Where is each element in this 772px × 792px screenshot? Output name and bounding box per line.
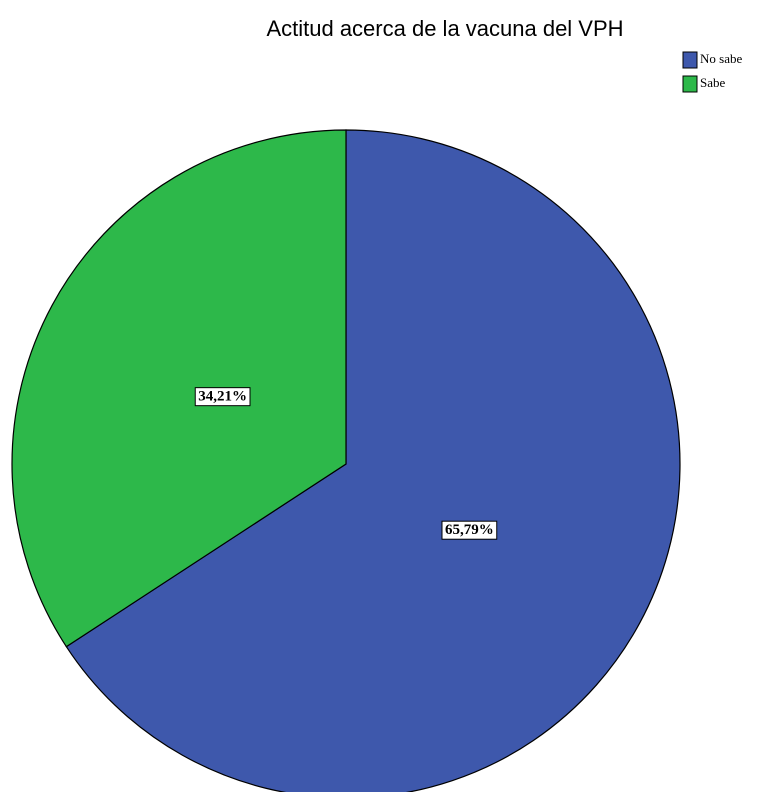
pie-slice xyxy=(11,129,347,648)
value-label-box xyxy=(194,387,251,407)
value-label-box xyxy=(441,520,498,540)
legend-label: No sabe xyxy=(700,51,742,66)
legend-swatch xyxy=(682,75,698,93)
value-label: 34,21% xyxy=(198,389,247,405)
legend-swatch xyxy=(682,51,698,69)
value-label: 65,79% xyxy=(445,522,494,538)
chart-title: Actitud acerca de la vacuna del VPH xyxy=(266,16,623,41)
legend-label: Sabe xyxy=(700,75,726,90)
pie-slice xyxy=(65,129,681,792)
